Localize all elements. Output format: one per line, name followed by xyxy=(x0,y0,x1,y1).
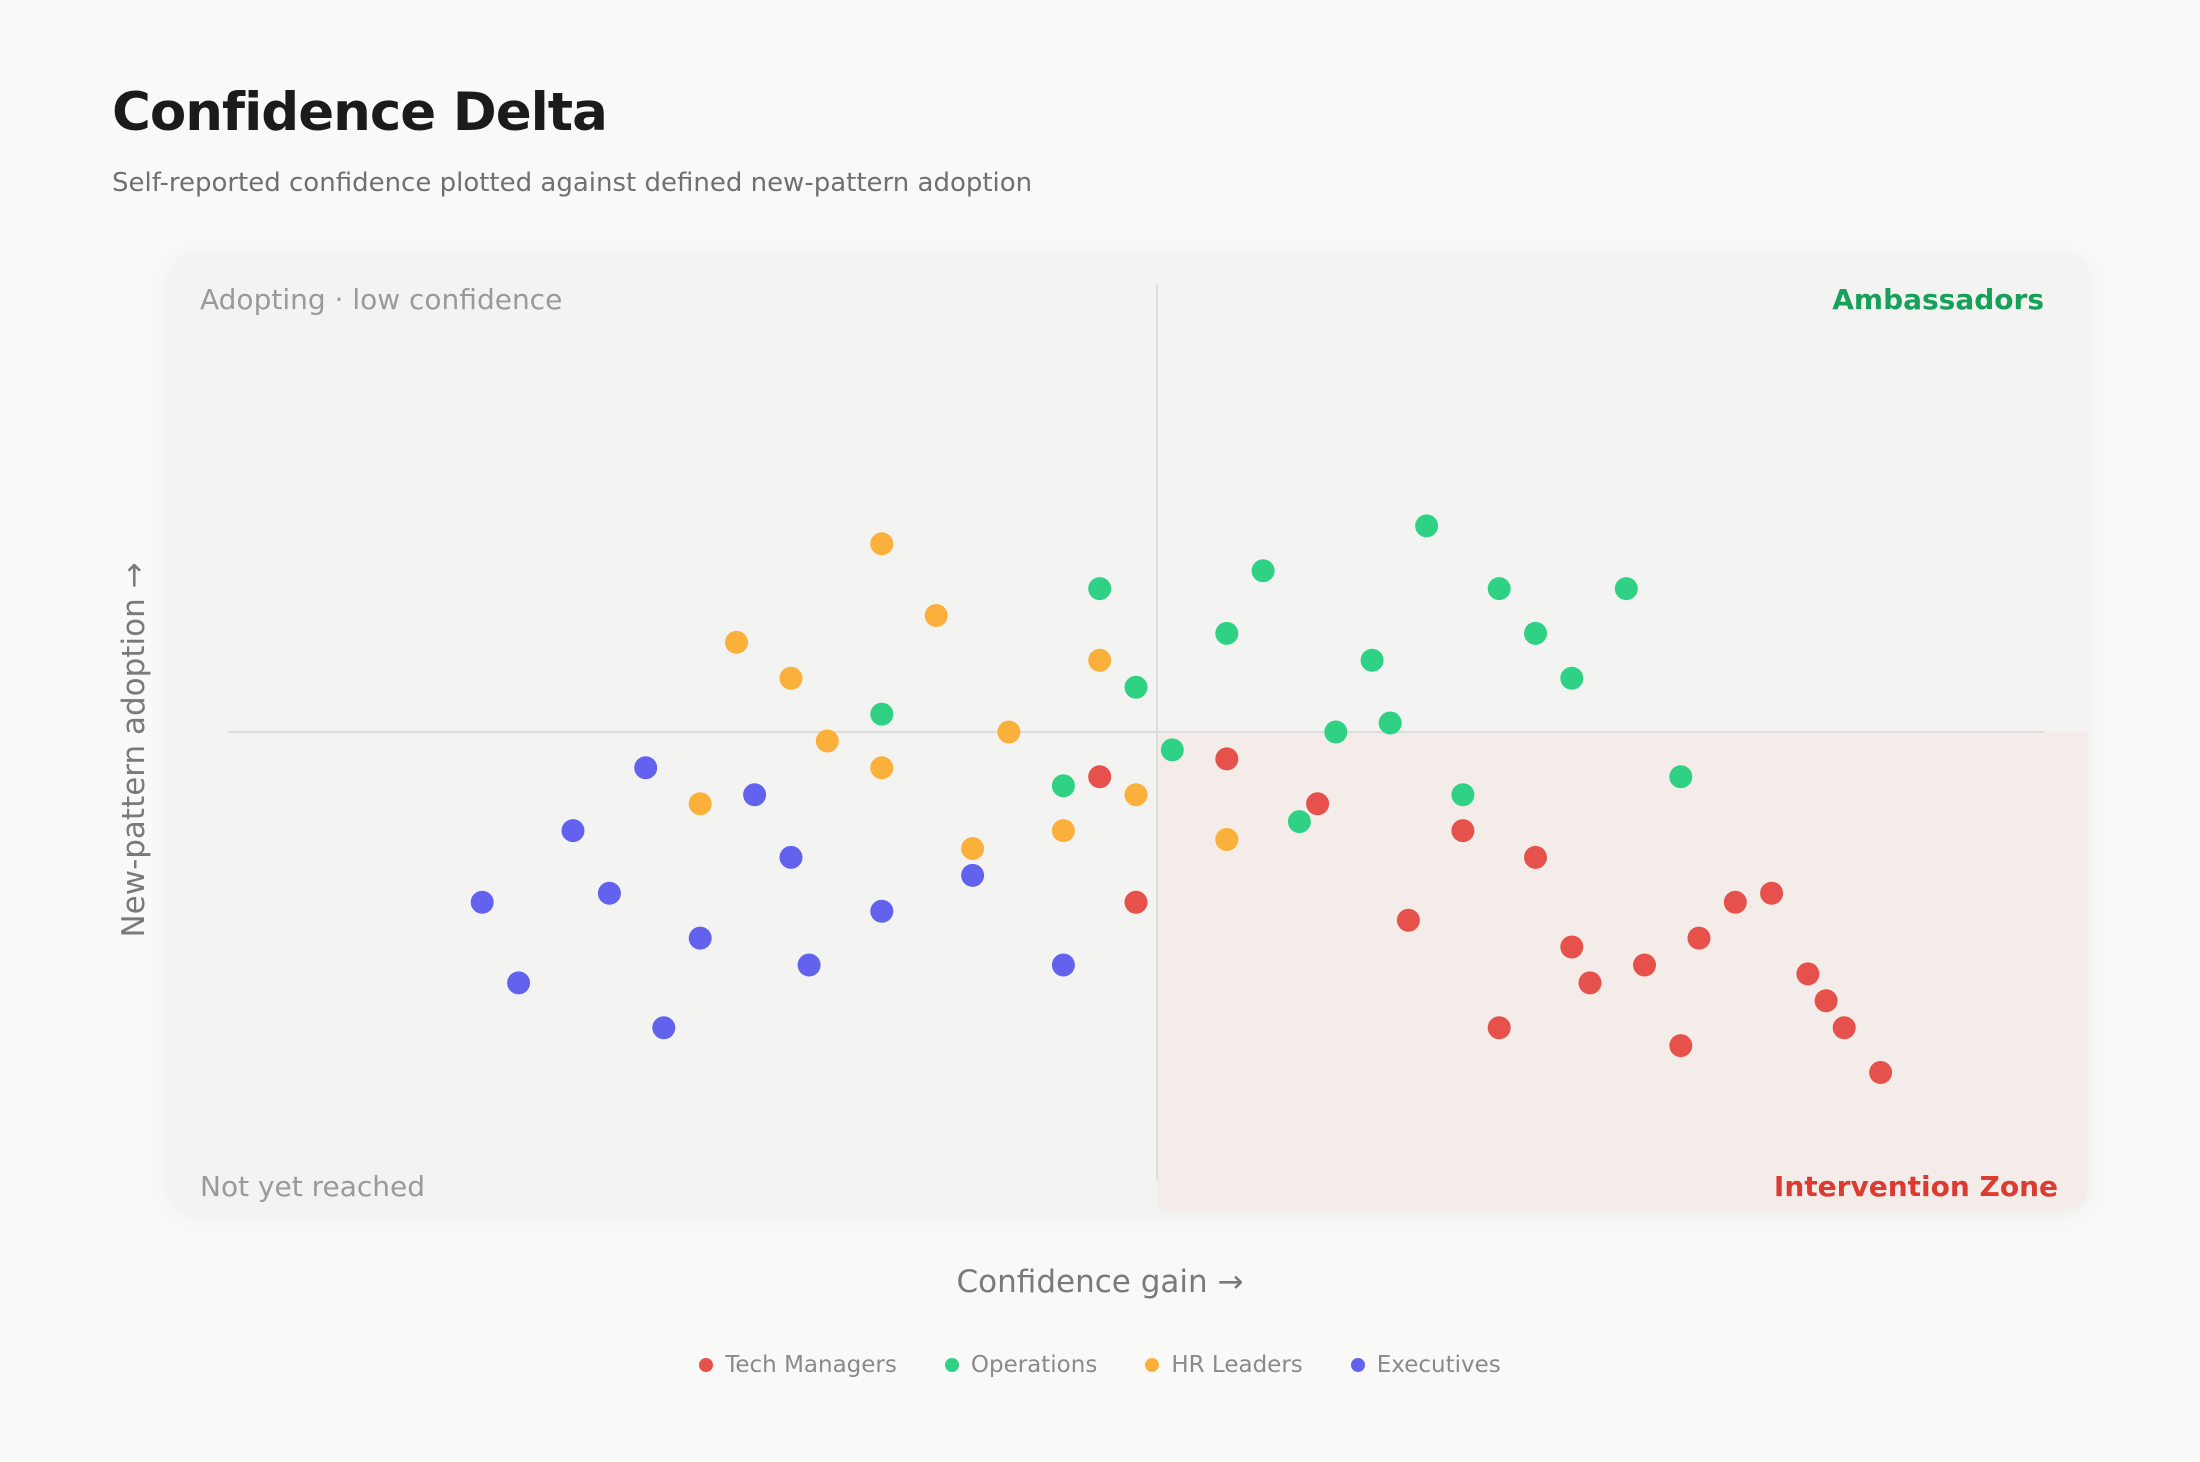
data-point-tech-managers xyxy=(1687,926,1711,950)
data-points xyxy=(470,514,1893,1084)
data-point-hr-leaders xyxy=(870,532,894,556)
quadrant-label-bottom-right: Intervention Zone xyxy=(1774,1170,2058,1203)
legend-item-executives: Executives xyxy=(1350,1352,1501,1378)
data-point-tech-managers xyxy=(1487,1016,1511,1040)
data-point-tech-managers xyxy=(1451,819,1475,843)
data-point-executives xyxy=(507,971,531,995)
data-point-operations xyxy=(1415,514,1439,538)
data-point-tech-managers xyxy=(1669,1034,1693,1058)
data-point-tech-managers xyxy=(1723,890,1747,914)
data-point-hr-leaders xyxy=(1051,819,1075,843)
data-point-tech-managers xyxy=(1760,881,1784,905)
legend-label: Operations xyxy=(970,1352,1098,1378)
data-point-operations xyxy=(1451,783,1475,807)
y-axis-label: New-pattern adoption → xyxy=(116,562,152,938)
data-point-tech-managers xyxy=(1869,1061,1893,1084)
data-point-hr-leaders xyxy=(779,666,803,690)
data-point-executives xyxy=(634,756,658,780)
data-point-tech-managers xyxy=(1215,747,1239,771)
data-point-hr-leaders xyxy=(1124,783,1148,807)
data-point-tech-managers xyxy=(1633,953,1656,977)
data-point-tech-managers xyxy=(1306,792,1330,816)
legend-item-tech-managers: Tech Managers xyxy=(699,1352,897,1378)
quadrant-label-top-right: Ambassadors xyxy=(1832,283,2044,316)
data-point-operations xyxy=(1160,738,1184,762)
data-point-hr-leaders xyxy=(961,837,985,860)
data-point-executives xyxy=(1051,953,1075,977)
data-point-hr-leaders xyxy=(870,756,894,780)
data-point-operations xyxy=(1614,577,1638,601)
data-point-executives xyxy=(961,863,985,887)
data-point-hr-leaders xyxy=(1215,828,1239,851)
data-point-operations xyxy=(1215,621,1239,645)
data-point-executives xyxy=(779,845,803,869)
legend-item-hr-leaders: HR Leaders xyxy=(1145,1352,1303,1378)
data-point-operations xyxy=(1560,666,1584,690)
data-point-hr-leaders xyxy=(924,604,948,627)
legend-swatch xyxy=(1350,1358,1365,1372)
data-point-operations xyxy=(1088,577,1112,601)
legend-label: HR Leaders xyxy=(1171,1352,1303,1378)
x-axis-label: Confidence gain → xyxy=(956,1264,1244,1300)
data-point-hr-leaders xyxy=(1088,648,1112,672)
legend-swatch xyxy=(944,1358,959,1372)
data-point-operations xyxy=(1324,720,1348,744)
legend-label: Tech Managers xyxy=(725,1352,897,1378)
data-point-operations xyxy=(1487,577,1511,601)
data-point-tech-managers xyxy=(1832,1016,1856,1040)
page-title: Confidence Delta xyxy=(112,82,608,143)
data-point-executives xyxy=(470,890,494,914)
data-point-operations xyxy=(1524,621,1547,645)
data-point-executives xyxy=(688,926,712,950)
data-point-tech-managers xyxy=(1396,908,1420,932)
data-point-hr-leaders xyxy=(997,720,1021,744)
data-point-operations xyxy=(1669,765,1693,789)
data-point-tech-managers xyxy=(1088,765,1112,789)
data-point-executives xyxy=(797,953,821,977)
data-point-executives xyxy=(597,881,621,905)
data-point-operations xyxy=(870,702,894,726)
legend-swatch xyxy=(699,1358,714,1372)
data-point-operations xyxy=(1051,774,1075,798)
quadrant-label-top-left: Adopting · low confidence xyxy=(200,283,562,316)
data-point-executives xyxy=(870,899,894,923)
data-point-operations xyxy=(1287,810,1311,834)
data-point-executives xyxy=(561,819,585,843)
data-point-tech-managers xyxy=(1524,845,1547,869)
data-point-operations xyxy=(1251,559,1275,583)
data-point-tech-managers xyxy=(1560,935,1584,959)
data-point-operations xyxy=(1360,648,1384,672)
page-subtitle: Self-reported confidence plotted against… xyxy=(112,168,1033,198)
data-point-tech-managers xyxy=(1796,962,1820,986)
data-point-operations xyxy=(1124,675,1148,699)
data-point-hr-leaders xyxy=(815,729,839,753)
data-point-hr-leaders xyxy=(725,630,748,654)
data-point-operations xyxy=(1378,711,1402,735)
data-point-hr-leaders xyxy=(688,792,712,816)
legend-swatch xyxy=(1145,1358,1160,1372)
intervention-zone-area xyxy=(1157,732,2088,1210)
data-point-executives xyxy=(652,1016,676,1040)
data-point-executives xyxy=(743,783,767,807)
data-point-tech-managers xyxy=(1578,971,1602,995)
legend-item-operations: Operations xyxy=(944,1352,1098,1378)
data-point-tech-managers xyxy=(1814,989,1838,1013)
legend-label: Executives xyxy=(1376,1352,1501,1378)
legend: Tech Managers Operations HR Leaders Executi… xyxy=(0,1352,2200,1378)
data-point-tech-managers xyxy=(1124,890,1148,914)
quadrant-label-bottom-left: Not yet reached xyxy=(200,1170,425,1203)
